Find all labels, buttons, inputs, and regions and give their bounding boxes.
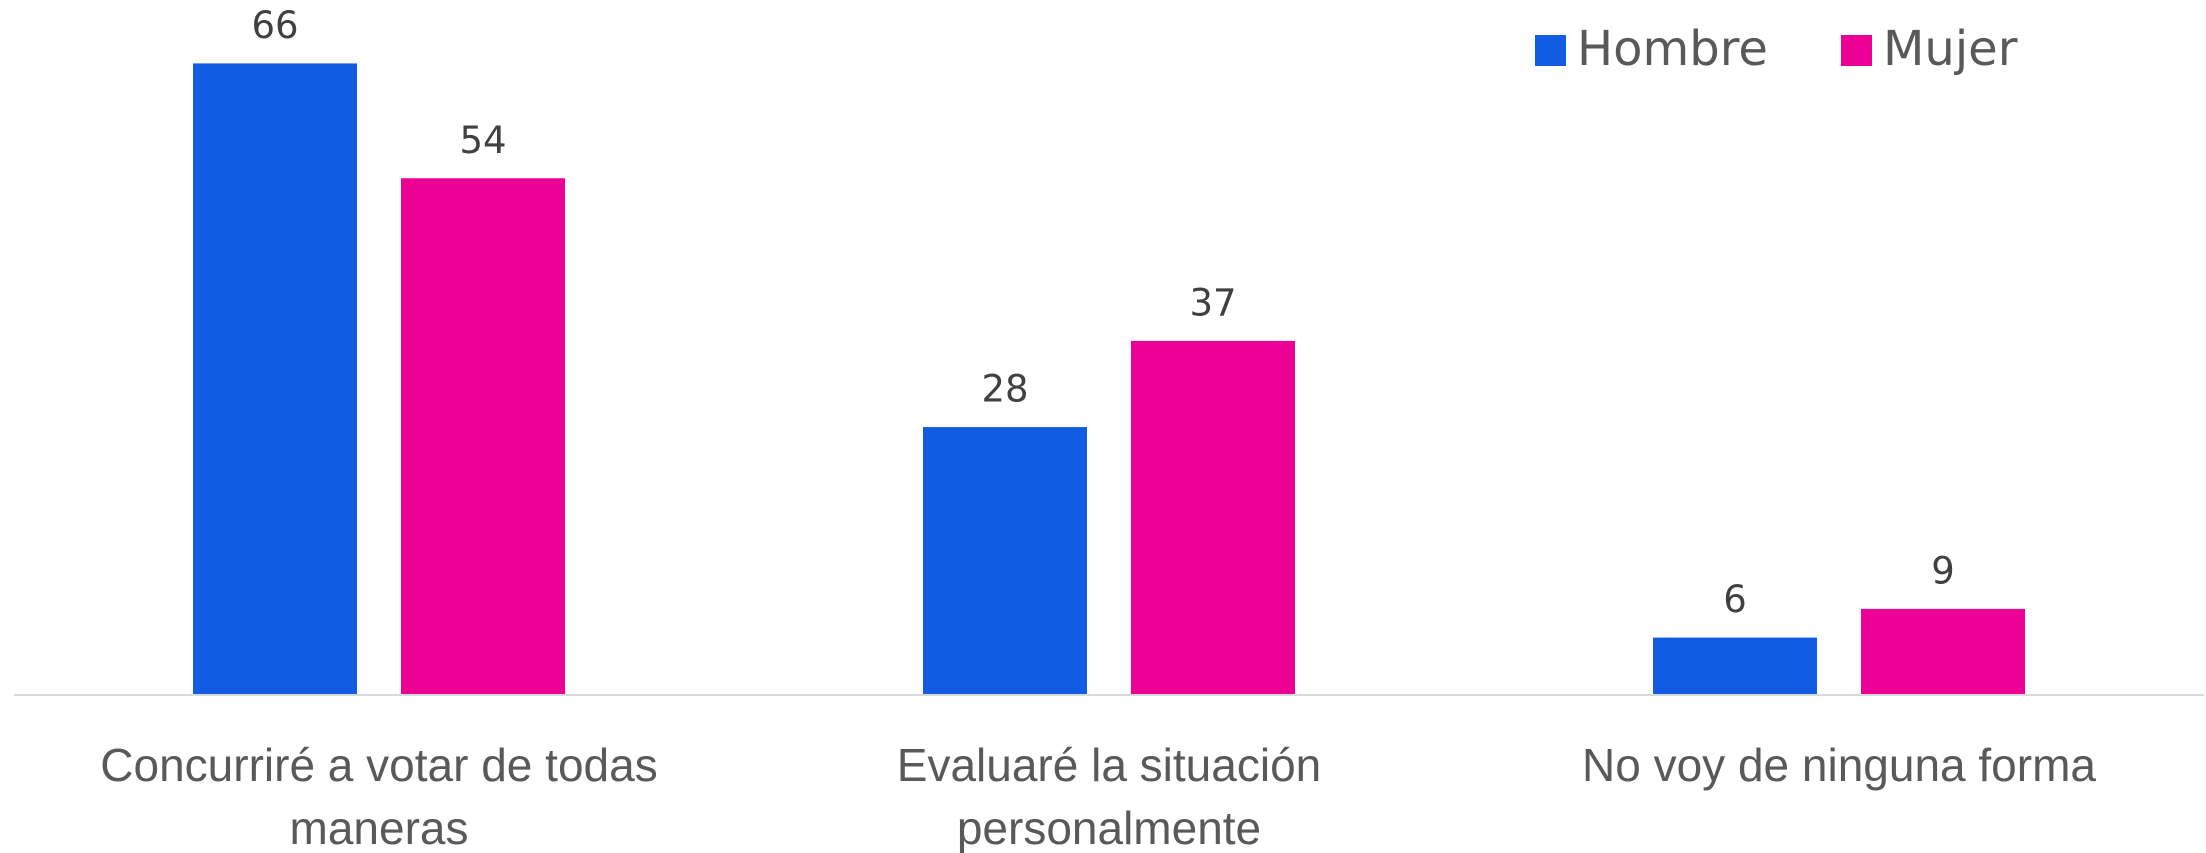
bar: [401, 178, 565, 695]
x-tick-label: No voy de ninguna forma: [1582, 739, 2096, 791]
data-label: 37: [1189, 281, 1236, 324]
data-label: 9: [1931, 549, 1955, 592]
bar: [1861, 608, 2025, 695]
bar: [193, 63, 357, 695]
data-label: 6: [1723, 578, 1747, 621]
legend-swatch: [1841, 35, 1872, 66]
data-label: 28: [981, 368, 1028, 411]
legend-swatch: [1535, 35, 1566, 66]
data-label: 54: [459, 119, 506, 162]
bar: [1131, 340, 1295, 695]
bar: [1653, 637, 1817, 695]
data-label: 66: [251, 4, 298, 47]
bar: [923, 427, 1087, 695]
x-tick-label: Concurriré a votar de todas maneras: [100, 739, 658, 853]
legend-label: Hombre: [1577, 21, 1768, 77]
x-tick-label: Evaluaré la situación personalmente: [896, 739, 1322, 853]
legend-label: Mujer: [1883, 21, 2018, 77]
